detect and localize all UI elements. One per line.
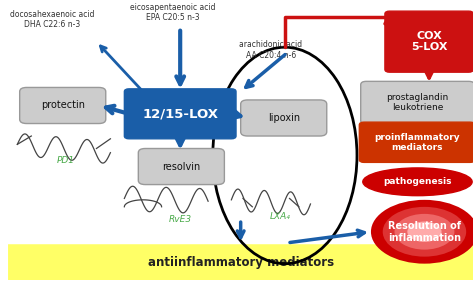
Text: Resolution of
inflammation: Resolution of inflammation (388, 221, 461, 243)
Text: lipoxin: lipoxin (268, 113, 300, 123)
FancyBboxPatch shape (361, 81, 474, 124)
Text: pathogenesis: pathogenesis (383, 177, 452, 186)
Text: prostaglandin
leukotriene: prostaglandin leukotriene (386, 93, 448, 112)
FancyBboxPatch shape (241, 100, 327, 136)
FancyBboxPatch shape (124, 89, 236, 139)
FancyBboxPatch shape (8, 244, 474, 280)
Ellipse shape (363, 168, 472, 196)
Circle shape (383, 207, 466, 257)
Circle shape (394, 214, 455, 250)
Text: docosahexaenoic acid
DHA C22:6 n-3: docosahexaenoic acid DHA C22:6 n-3 (10, 10, 94, 29)
Text: RvE3: RvE3 (169, 215, 192, 224)
FancyBboxPatch shape (138, 148, 224, 185)
Circle shape (407, 221, 442, 242)
Text: resolvin: resolvin (162, 162, 201, 171)
FancyBboxPatch shape (20, 87, 106, 124)
Text: arachidonic acid
AA C20:4 n-6: arachidonic acid AA C20:4 n-6 (239, 40, 302, 60)
Circle shape (371, 200, 474, 264)
Text: proinflammatory
mediators: proinflammatory mediators (374, 133, 460, 152)
Text: 12/15-LOX: 12/15-LOX (142, 107, 218, 120)
Text: antiinflammatory mediators: antiinflammatory mediators (147, 256, 334, 269)
Text: PD1: PD1 (57, 157, 75, 166)
Text: eicosapentaenoic acid
EPA C20:5 n-3: eicosapentaenoic acid EPA C20:5 n-3 (130, 3, 216, 22)
FancyBboxPatch shape (359, 122, 474, 162)
Text: protectin: protectin (41, 101, 85, 110)
FancyBboxPatch shape (385, 11, 474, 72)
Text: COX
5-LOX: COX 5-LOX (411, 31, 447, 53)
Text: LXA₄: LXA₄ (270, 212, 291, 221)
